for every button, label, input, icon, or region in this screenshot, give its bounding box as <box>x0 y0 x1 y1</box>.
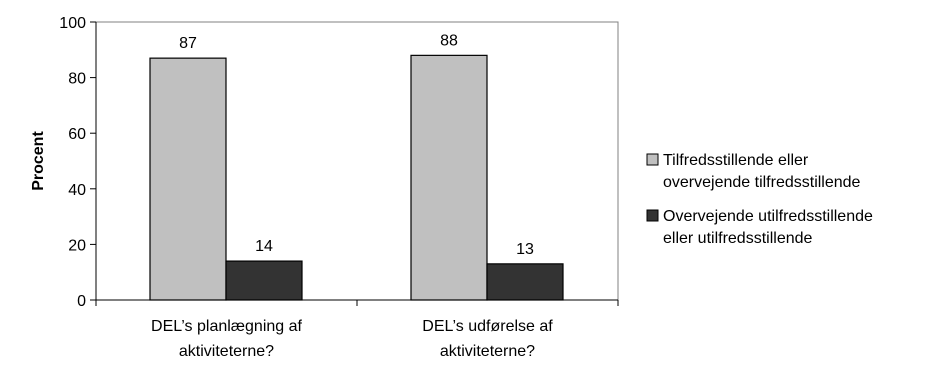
y-tick-label: 100 <box>59 15 86 32</box>
bar <box>486 263 564 301</box>
y-tick-label: 80 <box>68 71 86 88</box>
y-tick-label: 60 <box>68 126 86 143</box>
legend-entry: Tilfredsstillende eller <box>663 152 809 169</box>
category-label: aktiviteterne? <box>440 343 535 360</box>
bar <box>410 54 488 301</box>
category-label: DEL’s planlægning af <box>151 318 302 335</box>
plot-area: 0 20 40 60 80 100 Procent 87 14 DEL’s planlægning… <box>30 15 619 360</box>
y-tick-label: 0 <box>77 293 86 310</box>
legend-entry: overvejende tilfredsstillende <box>663 174 861 191</box>
legend: Tilfredsstillende eller overvejende tilfr… <box>646 152 873 247</box>
bar <box>225 260 303 301</box>
category-label: aktiviteterne? <box>179 343 274 360</box>
data-label: 88 <box>440 32 458 49</box>
legend-entry: eller utilfredsstillende <box>663 230 813 247</box>
y-tick-label: 20 <box>68 237 86 254</box>
y-tick-label: 40 <box>68 182 86 199</box>
data-label: 13 <box>516 241 534 258</box>
legend-swatch <box>646 209 659 222</box>
data-label: 87 <box>179 35 197 52</box>
category-label: DEL’s udførelse af <box>422 318 553 335</box>
legend-swatch <box>646 153 659 166</box>
y-axis-title: Procent <box>30 131 47 191</box>
legend-entry: Overvejende utilfredsstillende <box>663 208 873 225</box>
bar <box>149 57 227 301</box>
data-label: 14 <box>255 238 273 255</box>
